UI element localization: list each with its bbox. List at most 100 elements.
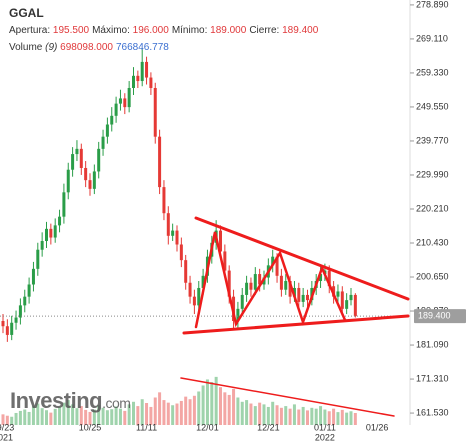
volume-bar [175,403,179,425]
candle-body [306,294,309,301]
candle-body [179,244,183,261]
volume-bar [210,382,214,425]
volume-bar [179,400,183,425]
candle-body [88,180,92,189]
volume-value: 698098.000 [60,42,113,53]
volume-bar [105,410,109,425]
candle-body [45,228,48,242]
volume-bar [345,412,349,425]
y-tick-label: 210.430 [416,237,449,247]
candle-body [71,154,75,170]
volume-bar [288,408,292,425]
upper-trend-line [194,216,410,301]
volume-bar [136,406,140,425]
volume-bar [266,406,270,425]
candle-body [319,274,323,282]
volume-bar [314,408,318,425]
volume-bar [110,409,114,425]
volume-trend-line [180,377,395,417]
y-tick-label: 229.990 [416,169,449,179]
volume-bar [140,399,144,425]
volume-bar [71,404,75,425]
candle-body [271,256,275,266]
candle-body [1,321,5,327]
volume-bar [327,411,331,425]
candle-body [92,171,96,189]
candle-body [292,287,296,297]
volume-bar [279,407,283,425]
volume-bar [306,410,309,425]
volume-bar [1,414,5,425]
volume-bar [53,408,57,425]
candle-body [275,256,279,276]
volume-bar [232,388,236,425]
volume-bar [97,405,101,425]
candle-body [245,282,249,295]
candle-body [110,115,114,125]
volume-bar [166,402,170,425]
volume-bar [227,394,231,425]
volume-bar [101,407,105,425]
volume-line: Volume (9) 698098.000 766846.778 [9,39,321,56]
volume-bar [245,400,249,425]
volume-bar [84,409,88,425]
volume-bar [323,409,327,425]
volume-bar [236,397,240,425]
x-year-label: 2021 [0,432,13,442]
candle-body [219,230,222,252]
volume-bar [197,391,201,425]
volume-bar [10,416,14,425]
candle-body [66,169,70,193]
candle-body [49,228,53,238]
candle-body [345,300,349,309]
volume-bar [14,412,18,425]
x-tick-label: 12/21 [257,422,280,432]
volume-bar [40,408,44,425]
volume-bar [275,405,279,425]
volume-bar [58,406,62,425]
legend-header: GGAL Apertura: 195.500 Máximo: 196.000 Mín… [9,5,321,56]
candle-body [297,287,301,302]
candle-body [288,281,292,297]
candle-body [114,103,118,116]
volume-bar [92,409,96,425]
volume-bar [262,404,266,425]
volume-bar [118,408,122,425]
volume-bar [284,406,288,425]
lower-trend-line [182,314,410,335]
candle-body [75,148,79,155]
volume-bar [23,409,27,425]
volume-bar [336,412,340,425]
candle-body [240,294,244,309]
ohlc-label: Apertura: [9,25,51,36]
watermark: Investing.com [10,388,131,414]
volume-bar [79,406,83,425]
candle-body [23,296,27,306]
candle-body [136,75,140,82]
candle-body [158,136,162,188]
candle-body [201,275,205,288]
x-tick-label: 09/23 [0,422,14,432]
candle-body [127,87,131,108]
volume-bar [114,406,118,425]
volume-bar [36,403,40,425]
last-price-box [414,309,466,324]
ohlc-value: 189.400 [282,25,319,36]
candle-body [227,270,231,297]
volume-bar [149,406,153,425]
volume-bar [127,404,131,425]
candle-body [258,274,262,285]
volume-bar [205,379,209,425]
trend-drawing [180,216,410,417]
volume-bar [297,409,301,425]
x-tick-label: 12/01 [196,422,219,432]
candle-body [301,294,305,302]
candle-body [149,77,153,88]
candle-body [101,136,105,149]
volume-bar [132,401,135,425]
candle-body [349,294,353,301]
candle-body [153,87,157,137]
volume-bar [62,402,66,425]
volume-bar [66,400,70,425]
